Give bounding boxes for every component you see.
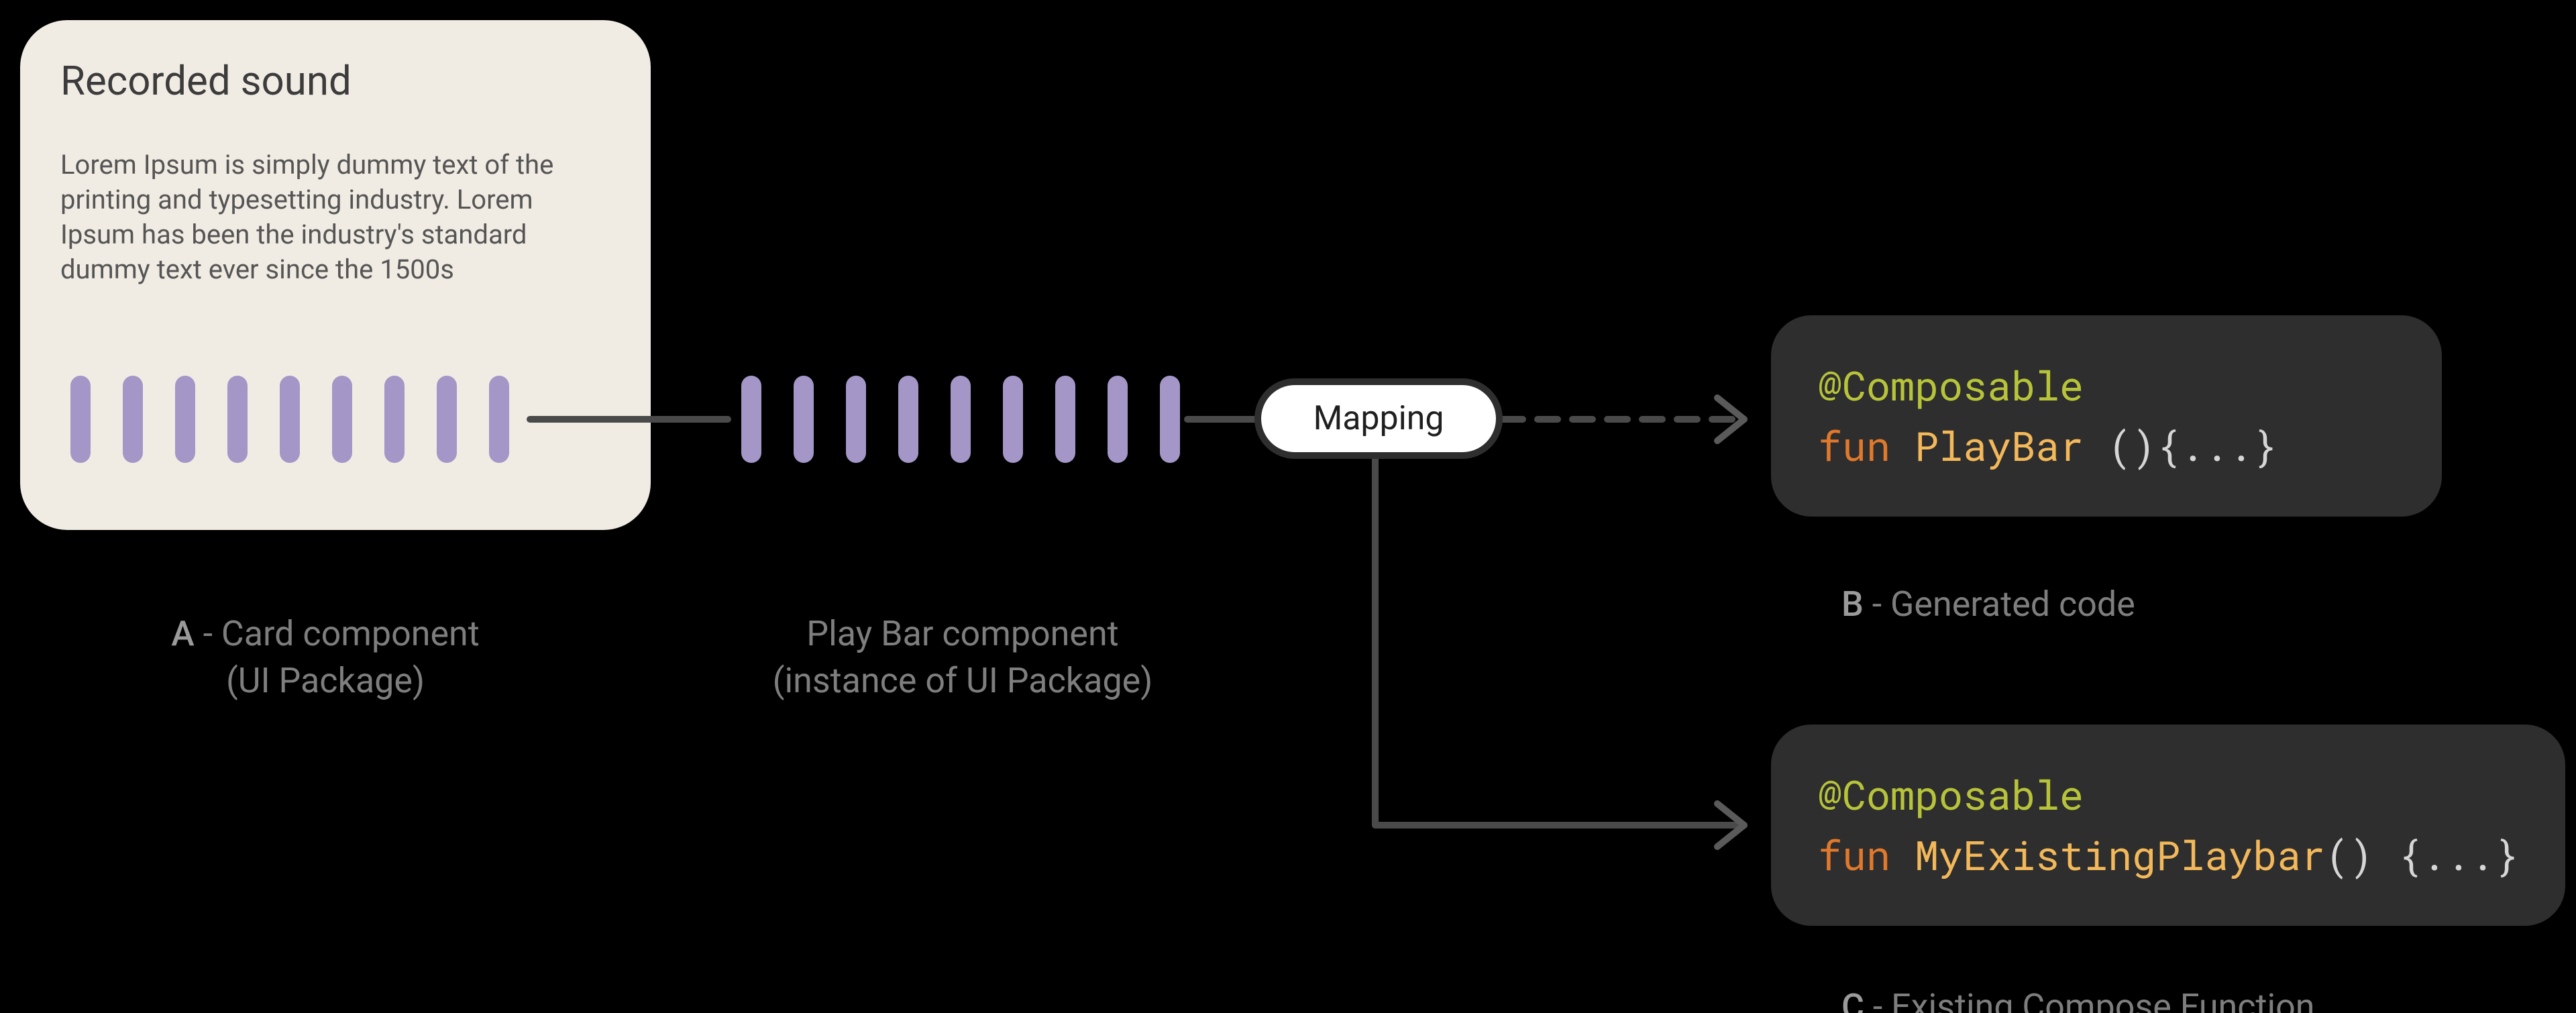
- waveform-bar: [741, 376, 761, 463]
- waveform-bar: [898, 376, 918, 463]
- mapping-label: Mapping: [1313, 399, 1444, 438]
- card-title: Recorded sound: [60, 57, 352, 105]
- waveform-bar: [227, 376, 248, 463]
- caption-c: C - Existing Compose Function: [1841, 986, 2315, 1013]
- waveform-bar: [489, 376, 509, 463]
- caption-c-rest: - Existing Compose Function: [1864, 986, 2315, 1013]
- waveform-bar: [123, 376, 143, 463]
- waveform-bar: [846, 376, 866, 463]
- playbar-instance: [741, 376, 1180, 463]
- caption-b-bold: B: [1841, 584, 1864, 625]
- caption-playbar-line2: (instance of UI Package): [678, 657, 1248, 704]
- code-line: fun PlayBar (){...}: [1818, 416, 2395, 476]
- caption-b: B - Generated code: [1841, 584, 2135, 625]
- caption-a: A - Card component(UI Package): [91, 610, 560, 704]
- mapping-pill: Mapping: [1254, 378, 1503, 459]
- waveform-bar: [332, 376, 352, 463]
- caption-playbar-line1: Play Bar component: [678, 610, 1248, 657]
- caption-a-rest: - Card component: [195, 613, 480, 654]
- code-annotation: @Composable: [1818, 765, 2518, 825]
- caption-c-bold: C: [1841, 986, 1864, 1013]
- waveform-bar: [175, 376, 195, 463]
- caption-b-rest: - Generated code: [1864, 584, 2135, 625]
- code-annotation: @Composable: [1818, 356, 2395, 416]
- waveform-bar: [1160, 376, 1180, 463]
- code-keyword: fun: [1818, 829, 1890, 882]
- diagram-stage: Recorded sound Lorem Ipsum is simply dumm…: [0, 0, 2576, 1013]
- code-line: fun MyExistingPlaybar() {...}: [1818, 825, 2518, 886]
- waveform-bar: [951, 376, 971, 463]
- code-identifier: MyExistingPlaybar: [1915, 829, 2325, 882]
- waveform-bar: [1108, 376, 1128, 463]
- waveform-bar: [794, 376, 814, 463]
- waveform-bar: [1055, 376, 1075, 463]
- code-keyword: fun: [1818, 419, 1890, 472]
- waveform-bar: [437, 376, 457, 463]
- waveform-bar: [384, 376, 405, 463]
- waveform-bar: [70, 376, 91, 463]
- code-identifier: PlayBar: [1915, 419, 2084, 472]
- caption-a-line2: (UI Package): [91, 657, 560, 704]
- generated-code-card: @Composablefun PlayBar (){...}: [1771, 315, 2442, 517]
- code-rest: () {...}: [2325, 829, 2518, 882]
- card-body-text: Lorem Ipsum is simply dummy text of the …: [60, 148, 610, 287]
- caption-a-bold: A: [171, 613, 194, 654]
- waveform-bar: [280, 376, 300, 463]
- code-rest: (){...}: [2084, 419, 2277, 472]
- waveform-bar: [1003, 376, 1023, 463]
- caption-playbar: Play Bar component(instance of UI Packag…: [678, 610, 1248, 704]
- existing-code-card: @Composablefun MyExistingPlaybar() {...}: [1771, 725, 2565, 926]
- playbar-in-card: [70, 376, 509, 463]
